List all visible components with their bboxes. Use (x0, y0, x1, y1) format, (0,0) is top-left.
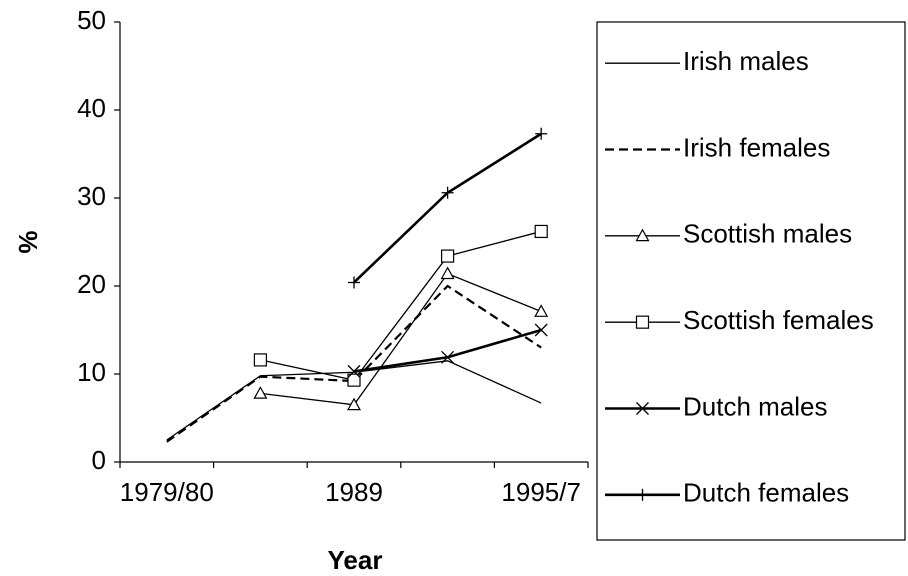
y-tick-label: 30 (77, 181, 106, 211)
legend-marker (636, 488, 649, 501)
legend-label: Dutch females (683, 478, 849, 508)
legend-label: Irish males (683, 46, 809, 76)
x-axis-label: Year (328, 545, 383, 575)
series-line (260, 272, 542, 406)
legend-label: Scottish males (683, 219, 852, 249)
y-tick-label: 40 (77, 93, 106, 123)
legend-box (596, 21, 906, 541)
legend-label: Irish females (683, 132, 830, 162)
y-tick-label: 20 (77, 269, 106, 299)
marker (253, 353, 267, 367)
marker (348, 276, 360, 289)
series-line (260, 230, 542, 381)
x-tick-label: 1995/7 (501, 477, 581, 507)
marker (253, 386, 268, 399)
marker (347, 373, 361, 387)
legend-marker (635, 315, 650, 329)
y-tick-label: 0 (92, 445, 106, 475)
marker (535, 127, 548, 140)
y-axis-label: % (13, 230, 43, 253)
marker (534, 224, 548, 239)
series-line (166, 284, 542, 443)
marker (534, 323, 548, 337)
y-tick-label: 10 (77, 357, 106, 387)
legend-label: Dutch males (683, 391, 828, 421)
legend-marker (635, 228, 650, 242)
legend-marker (636, 402, 649, 415)
marker (347, 364, 361, 378)
marker (346, 397, 362, 411)
x-tick-label: 1989 (325, 477, 383, 507)
y-tick-label: 50 (77, 5, 106, 35)
marker (441, 249, 455, 263)
marker (440, 266, 455, 280)
marker (441, 350, 455, 364)
x-tick-label: 1979/80 (120, 477, 214, 507)
marker (534, 304, 549, 317)
marker (441, 186, 454, 199)
legend-label: Scottish females (683, 305, 874, 335)
